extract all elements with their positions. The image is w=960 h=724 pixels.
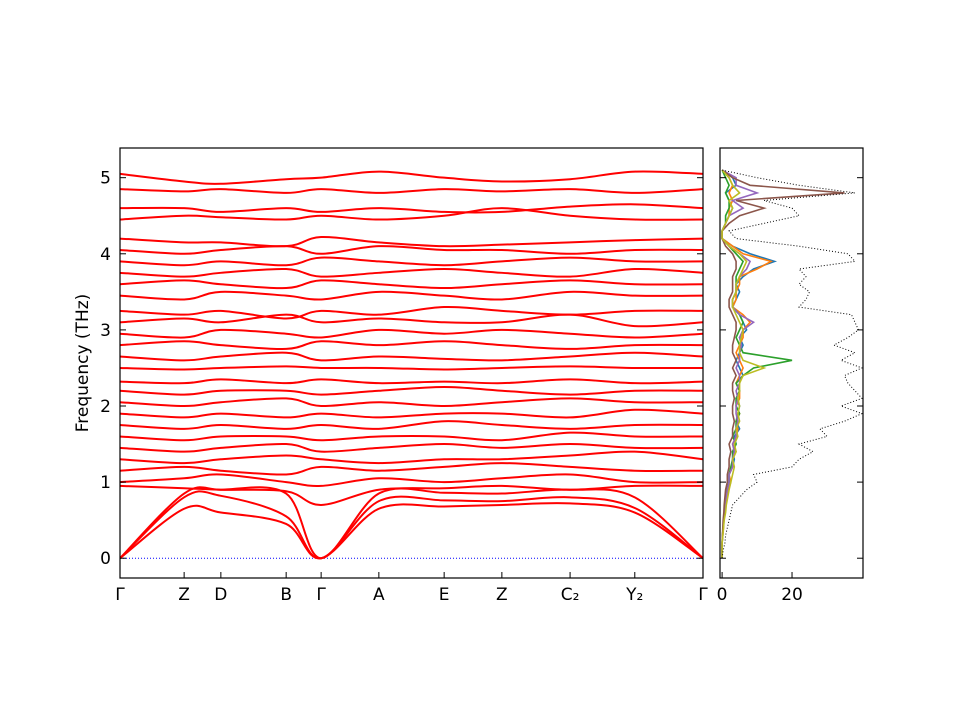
x-tick-label: C₂ xyxy=(561,585,580,605)
band-line xyxy=(120,203,703,214)
band-line xyxy=(120,408,703,419)
y-tick-label: 3 xyxy=(100,321,111,341)
band-line xyxy=(120,340,703,350)
band-line xyxy=(120,305,703,320)
band-line xyxy=(120,442,703,453)
band-line xyxy=(120,170,703,185)
band-line xyxy=(120,420,703,430)
band-line xyxy=(120,328,703,339)
band-line xyxy=(120,290,703,301)
y-tick-label: 5 xyxy=(100,169,111,189)
y-tick-label: 2 xyxy=(100,397,111,417)
x-tick-label: Z xyxy=(178,585,190,605)
axes-frame xyxy=(119,147,704,579)
band-line xyxy=(120,502,703,560)
band-line xyxy=(120,490,703,560)
band-line xyxy=(120,267,703,278)
x-tick-label: 0 xyxy=(717,585,728,605)
y-axis-label: Frequency (THz) xyxy=(73,294,93,433)
total-dos-line xyxy=(721,169,864,559)
pdos-line xyxy=(721,169,793,559)
x-tick-label: B xyxy=(280,585,292,605)
band-line xyxy=(120,473,703,488)
x-tick-label: Y₂ xyxy=(625,585,643,605)
y-tick-label: 0 xyxy=(100,549,111,569)
x-tick-label: Γ xyxy=(115,585,125,605)
band-line xyxy=(120,188,703,194)
x-tick-label: Γ xyxy=(698,585,708,605)
y-tick-label: 4 xyxy=(100,245,111,265)
band-line xyxy=(120,397,703,408)
band-line xyxy=(120,256,703,267)
band-line xyxy=(120,351,703,362)
band-line xyxy=(120,450,703,465)
band-line xyxy=(120,431,703,442)
band-line xyxy=(120,207,703,221)
band-line xyxy=(120,279,703,290)
y-tick-label: 1 xyxy=(100,473,111,493)
axes-frame xyxy=(719,147,864,579)
x-tick-label: Z xyxy=(496,585,508,605)
band-line xyxy=(120,245,703,255)
band-line xyxy=(120,462,703,476)
x-tick-label: D xyxy=(214,585,227,605)
pdos-line xyxy=(721,169,778,559)
x-tick-label: E xyxy=(439,585,450,605)
band-line xyxy=(120,385,703,396)
x-tick-label: 20 xyxy=(781,585,803,605)
band-line xyxy=(120,313,703,328)
pdos-line xyxy=(721,169,767,559)
band-line xyxy=(120,236,703,248)
x-tick-label: A xyxy=(373,585,385,605)
pdos-line xyxy=(721,169,774,559)
band-line xyxy=(120,365,703,371)
band-line xyxy=(120,484,703,506)
band-line xyxy=(120,378,703,385)
x-tick-label: Γ xyxy=(316,585,326,605)
